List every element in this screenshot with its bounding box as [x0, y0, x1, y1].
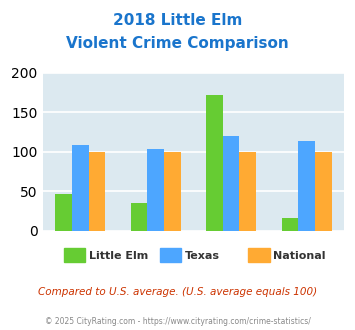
Bar	[72, 145, 89, 231]
Bar	[240, 152, 256, 231]
Text: National: National	[273, 251, 326, 261]
Bar	[282, 217, 298, 231]
Text: Violent Crime Comparison: Violent Crime Comparison	[66, 36, 289, 51]
Bar	[164, 152, 181, 231]
Text: Compared to U.S. average. (U.S. average equals 100): Compared to U.S. average. (U.S. average …	[38, 287, 317, 297]
Bar	[89, 152, 105, 231]
Text: Little Elm: Little Elm	[89, 251, 148, 261]
Bar	[206, 95, 223, 231]
Bar	[223, 136, 240, 231]
Text: Texas: Texas	[185, 251, 220, 261]
Bar	[298, 141, 315, 231]
Bar	[315, 152, 332, 231]
Bar	[147, 148, 164, 231]
Bar	[131, 203, 147, 231]
Text: 2018 Little Elm: 2018 Little Elm	[113, 13, 242, 28]
Text: © 2025 CityRating.com - https://www.cityrating.com/crime-statistics/: © 2025 CityRating.com - https://www.city…	[45, 317, 310, 326]
Bar	[55, 194, 72, 231]
